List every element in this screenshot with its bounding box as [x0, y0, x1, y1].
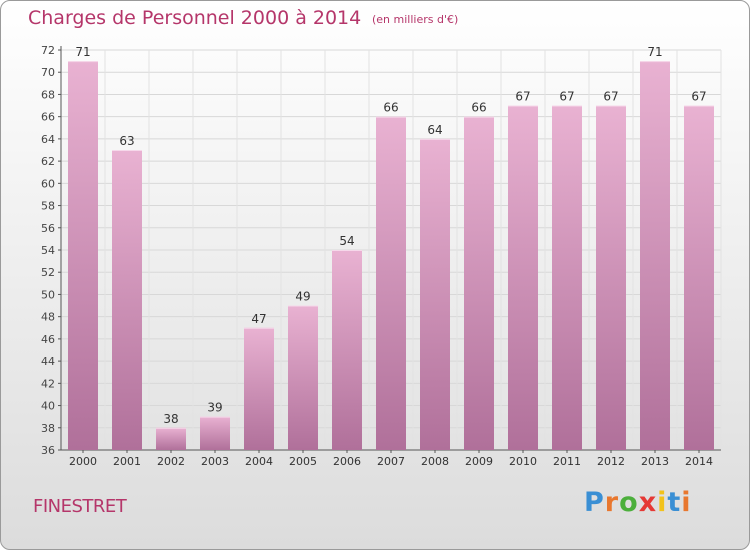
bar	[640, 61, 670, 450]
bar-value-label: 54	[339, 234, 354, 248]
bar-value-label: 67	[691, 90, 706, 104]
x-tick-label: 2014	[685, 455, 713, 468]
logo-letter: o	[619, 487, 639, 518]
logo-letter: t	[667, 487, 682, 518]
chart-unit: (en milliers d'€)	[372, 13, 459, 26]
y-tick-label: 56	[41, 222, 55, 235]
x-tick-label: 2008	[421, 455, 449, 468]
y-tick-label: 46	[41, 333, 55, 346]
x-tick-label: 2002	[157, 455, 185, 468]
bars	[68, 61, 714, 451]
y-tick-label: 48	[41, 311, 55, 324]
bar-value-label: 67	[559, 90, 574, 104]
logo-letter: P	[584, 487, 605, 518]
bar-value-label: 63	[119, 134, 134, 148]
y-tick-label: 58	[41, 200, 55, 213]
bar-value-label: 66	[471, 101, 486, 115]
logo-letter: i	[657, 487, 668, 518]
bar	[68, 61, 98, 450]
bar-value-label: 47	[251, 312, 266, 326]
x-tick-label: 2006	[333, 455, 361, 468]
y-tick-label: 36	[41, 444, 55, 457]
bar	[332, 250, 362, 450]
y-tick-label: 70	[41, 66, 55, 79]
bar	[112, 150, 142, 450]
y-tick-label: 44	[41, 355, 55, 368]
y-tick-label: 66	[41, 111, 55, 124]
logo-letter: r	[604, 487, 620, 518]
bar	[376, 116, 406, 451]
y-tick-label: 68	[41, 88, 55, 101]
place-name: FINESTRET	[33, 496, 127, 517]
y-tick-label: 60	[41, 177, 55, 190]
x-tick-label: 2007	[377, 455, 405, 468]
bar-value-label: 39	[207, 401, 222, 415]
logo-letter: i	[681, 487, 692, 518]
bar	[288, 305, 318, 450]
x-tick-label: 2012	[597, 455, 625, 468]
x-tick-label: 2003	[201, 455, 229, 468]
y-tick-label: 40	[41, 400, 55, 413]
x-tick-label: 2011	[553, 455, 581, 468]
x-tick-label: 2010	[509, 455, 537, 468]
bar	[420, 138, 450, 450]
bar	[464, 116, 494, 451]
x-tick-label: 2004	[245, 455, 273, 468]
bar	[552, 105, 582, 451]
x-tick-label: 2000	[69, 455, 97, 468]
bar	[508, 105, 538, 451]
bar-value-label: 64	[427, 123, 442, 137]
x-tick-label: 2001	[113, 455, 141, 468]
bar-value-label: 38	[163, 412, 178, 426]
y-tick-label: 54	[41, 244, 55, 257]
bar	[596, 105, 626, 451]
x-tick-label: 2005	[289, 455, 317, 468]
bar-value-label: 71	[647, 45, 662, 59]
y-tick-label: 52	[41, 266, 55, 279]
bar	[156, 427, 186, 450]
bar	[684, 105, 714, 451]
bar-value-label: 67	[603, 90, 618, 104]
proxiti-logo: Proxiti	[584, 487, 692, 518]
bar	[244, 327, 274, 450]
logo-letter: x	[638, 487, 658, 518]
y-tick-label: 62	[41, 155, 55, 168]
chart-title: Charges de Personnel 2000 à 2014	[28, 7, 362, 29]
y-tick-label: 72	[41, 44, 55, 57]
bar-value-label: 67	[515, 90, 530, 104]
y-tick-label: 38	[41, 422, 55, 435]
bar-value-label: 66	[383, 101, 398, 115]
x-tick-label: 2013	[641, 455, 669, 468]
y-tick-label: 50	[41, 288, 55, 301]
bar-value-label: 49	[295, 290, 310, 304]
x-tick-label: 2009	[465, 455, 493, 468]
bar	[200, 416, 230, 450]
bar-value-label: 71	[75, 45, 90, 59]
y-tick-label: 64	[41, 133, 55, 146]
y-tick-label: 42	[41, 377, 55, 390]
labels: 36 38 40 42 44 46 48 50 52 54 56 58 60 62 64 66 68 70 72 71…	[41, 44, 713, 468]
